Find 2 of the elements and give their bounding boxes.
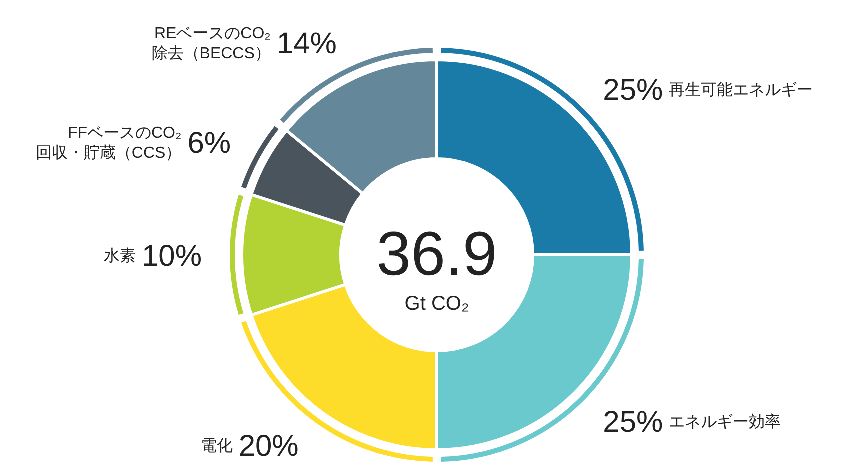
annotation: 36.9 — [376, 220, 498, 289]
annotation: Gt CO₂ — [404, 293, 470, 315]
